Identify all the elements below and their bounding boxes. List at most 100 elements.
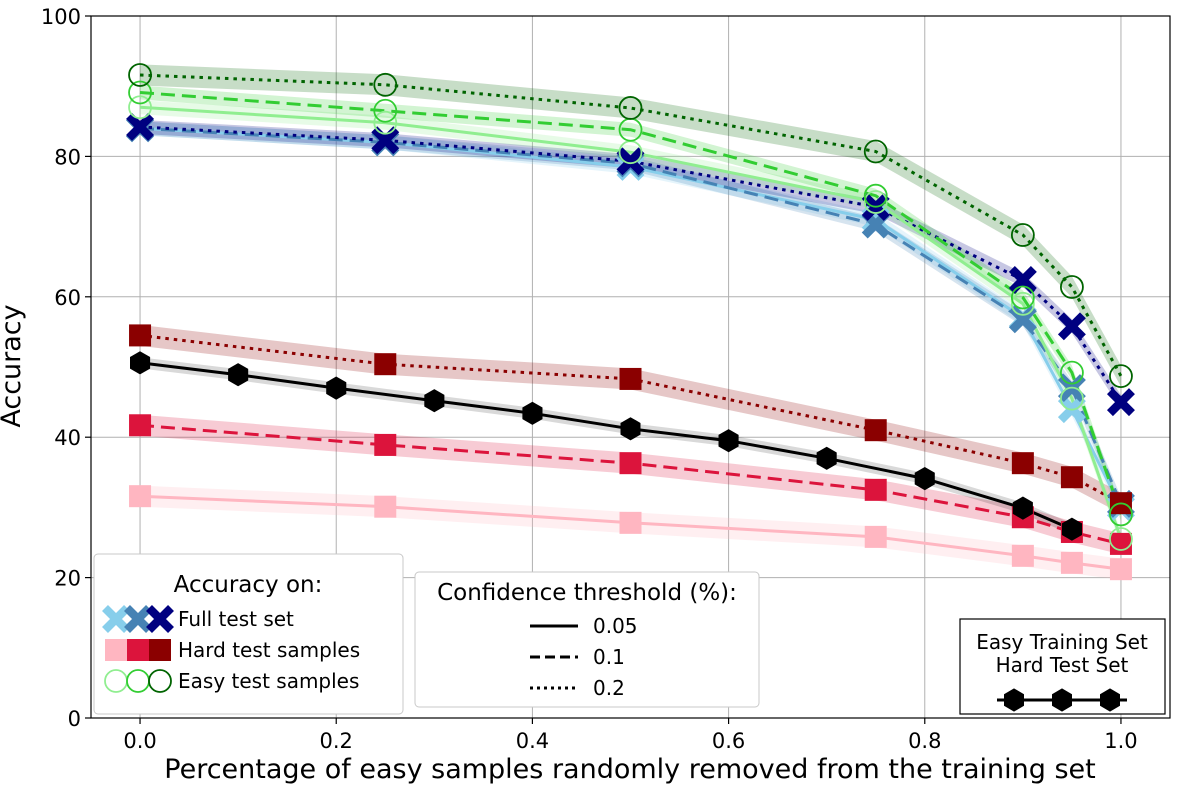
marker-baseline bbox=[326, 376, 347, 400]
legend-marker-s bbox=[105, 639, 127, 661]
y-tick-label: 60 bbox=[54, 286, 81, 310]
marker-hard_005 bbox=[1109, 558, 1132, 581]
marker-easy_02 bbox=[128, 63, 152, 87]
legend-marker-x bbox=[124, 605, 152, 633]
band-easy_02 bbox=[140, 64, 1121, 387]
y-tick-label: 0 bbox=[68, 707, 81, 731]
legend-baseline: Easy Training Set Hard Test Set bbox=[959, 618, 1166, 715]
marker-hard_005 bbox=[1060, 551, 1083, 574]
y-tick-label: 20 bbox=[54, 567, 81, 591]
marker-baseline bbox=[1061, 517, 1082, 541]
marker-baseline bbox=[914, 467, 935, 491]
legend-accuracy-label-easy: Easy test samples bbox=[178, 669, 359, 693]
marker-full_02 bbox=[1106, 388, 1135, 417]
x-tick-label: 0.0 bbox=[123, 729, 156, 753]
marker-baseline bbox=[228, 363, 249, 387]
marker-easy_01 bbox=[863, 183, 888, 208]
marker-full_02 bbox=[1057, 312, 1086, 341]
marker-baseline bbox=[522, 401, 543, 425]
marker-baseline bbox=[816, 446, 837, 470]
marker-easy_02 bbox=[373, 72, 398, 97]
marker-hard_02 bbox=[1011, 452, 1034, 475]
line-easy_02 bbox=[139, 73, 1123, 377]
y-tick-label: 100 bbox=[41, 5, 81, 29]
legend-baseline-hexagon bbox=[1004, 688, 1024, 712]
marker-easy_005 bbox=[1109, 527, 1133, 551]
legend-baseline-hexagon bbox=[1052, 688, 1072, 712]
marker-hard_005 bbox=[864, 525, 887, 548]
legend-marker-o bbox=[148, 669, 172, 693]
legend-threshold-label-005: 0.05 bbox=[593, 614, 638, 638]
marker-full_02 bbox=[1008, 265, 1037, 294]
marker-hard_02 bbox=[619, 367, 642, 390]
marker-easy_01 bbox=[128, 80, 152, 105]
marker-easy_01 bbox=[1060, 360, 1084, 385]
marker-easy_005 bbox=[863, 190, 888, 214]
x-tick-label: 0.2 bbox=[320, 729, 353, 753]
marker-full_02 bbox=[371, 126, 400, 155]
marker-baseline bbox=[130, 351, 151, 375]
x-tick-label: 0.8 bbox=[908, 729, 941, 753]
x-tick-label: 1.0 bbox=[1104, 729, 1137, 753]
marker-baseline bbox=[424, 389, 445, 413]
marker-baseline bbox=[718, 429, 739, 453]
y-tick-label: 80 bbox=[54, 145, 81, 169]
series-markers bbox=[126, 63, 1135, 581]
marker-hard_02 bbox=[864, 419, 887, 442]
marker-easy_02 bbox=[863, 139, 888, 164]
marker-easy_02 bbox=[618, 96, 643, 120]
marker-easy_02 bbox=[1010, 223, 1035, 247]
x-axis-ticks: 0.0 0.2 0.4 0.6 0.8 1.0 bbox=[123, 718, 1138, 753]
x-axis-label: Percentage of easy samples randomly remo… bbox=[164, 754, 1095, 785]
legend-accuracy-label-full: Full test set bbox=[178, 607, 294, 631]
marker-hard_01 bbox=[129, 414, 152, 437]
marker-hard_005 bbox=[619, 511, 642, 534]
legend-baseline-markers bbox=[1004, 688, 1120, 712]
legend-marker-x bbox=[146, 605, 174, 633]
legend-threshold: Confidence threshold (%): 0.05 0.1 0.2 bbox=[414, 571, 760, 708]
marker-hard_005 bbox=[1011, 544, 1034, 567]
marker-full_02 bbox=[126, 112, 155, 141]
marker-easy_005 bbox=[1010, 291, 1035, 316]
legend-accuracy-title: Accuracy on: bbox=[174, 572, 323, 598]
legend-accuracy-label-hard: Hard test samples bbox=[178, 638, 360, 662]
legend-marker-x bbox=[102, 605, 130, 633]
marker-easy_01 bbox=[1109, 502, 1133, 527]
marker-hard_01 bbox=[619, 452, 642, 475]
marker-hard_02 bbox=[1060, 466, 1083, 489]
legend-baseline-hexagon bbox=[1100, 688, 1120, 712]
plot-frame bbox=[90, 15, 1171, 719]
marker-easy_01 bbox=[1010, 285, 1035, 310]
y-axis-label: Accuracy bbox=[0, 304, 27, 427]
marker-easy_02 bbox=[1060, 275, 1084, 299]
legend-threshold-label-02: 0.2 bbox=[593, 676, 625, 700]
y-axis-ticks: 0 20 40 60 80 100 bbox=[41, 5, 91, 731]
marker-hard_02 bbox=[129, 324, 152, 347]
legend-threshold-box bbox=[414, 571, 760, 708]
marker-easy_01 bbox=[373, 98, 398, 123]
legend-accuracy-markers bbox=[102, 605, 174, 693]
marker-easy_02 bbox=[1109, 364, 1133, 389]
marker-baseline bbox=[1012, 496, 1033, 520]
y-tick-label: 40 bbox=[54, 426, 81, 450]
legend-baseline-line2: Hard Test Set bbox=[996, 653, 1129, 677]
marker-easy_005 bbox=[373, 110, 398, 135]
legend-threshold-title: Confidence threshold (%): bbox=[437, 580, 737, 606]
marker-baseline bbox=[620, 417, 641, 441]
marker-hard_005 bbox=[374, 495, 397, 518]
marker-easy_005 bbox=[1060, 386, 1084, 411]
legend-marker-s bbox=[127, 639, 149, 661]
marker-hard_01 bbox=[864, 478, 887, 501]
marker-hard_02 bbox=[374, 353, 397, 376]
marker-hard_005 bbox=[129, 485, 152, 508]
marker-easy_005 bbox=[128, 95, 152, 120]
marker-hard_01 bbox=[1109, 532, 1132, 555]
legend-threshold-label-01: 0.1 bbox=[593, 645, 625, 669]
marker-full_02 bbox=[616, 147, 645, 176]
line-easy_01 bbox=[139, 91, 1123, 515]
marker-hard_01 bbox=[374, 433, 397, 456]
legend-marker-s bbox=[149, 639, 171, 661]
legend-accuracy: Accuracy on: Full test set Hard test sam… bbox=[93, 553, 404, 715]
legend-accuracy-box bbox=[93, 553, 404, 715]
